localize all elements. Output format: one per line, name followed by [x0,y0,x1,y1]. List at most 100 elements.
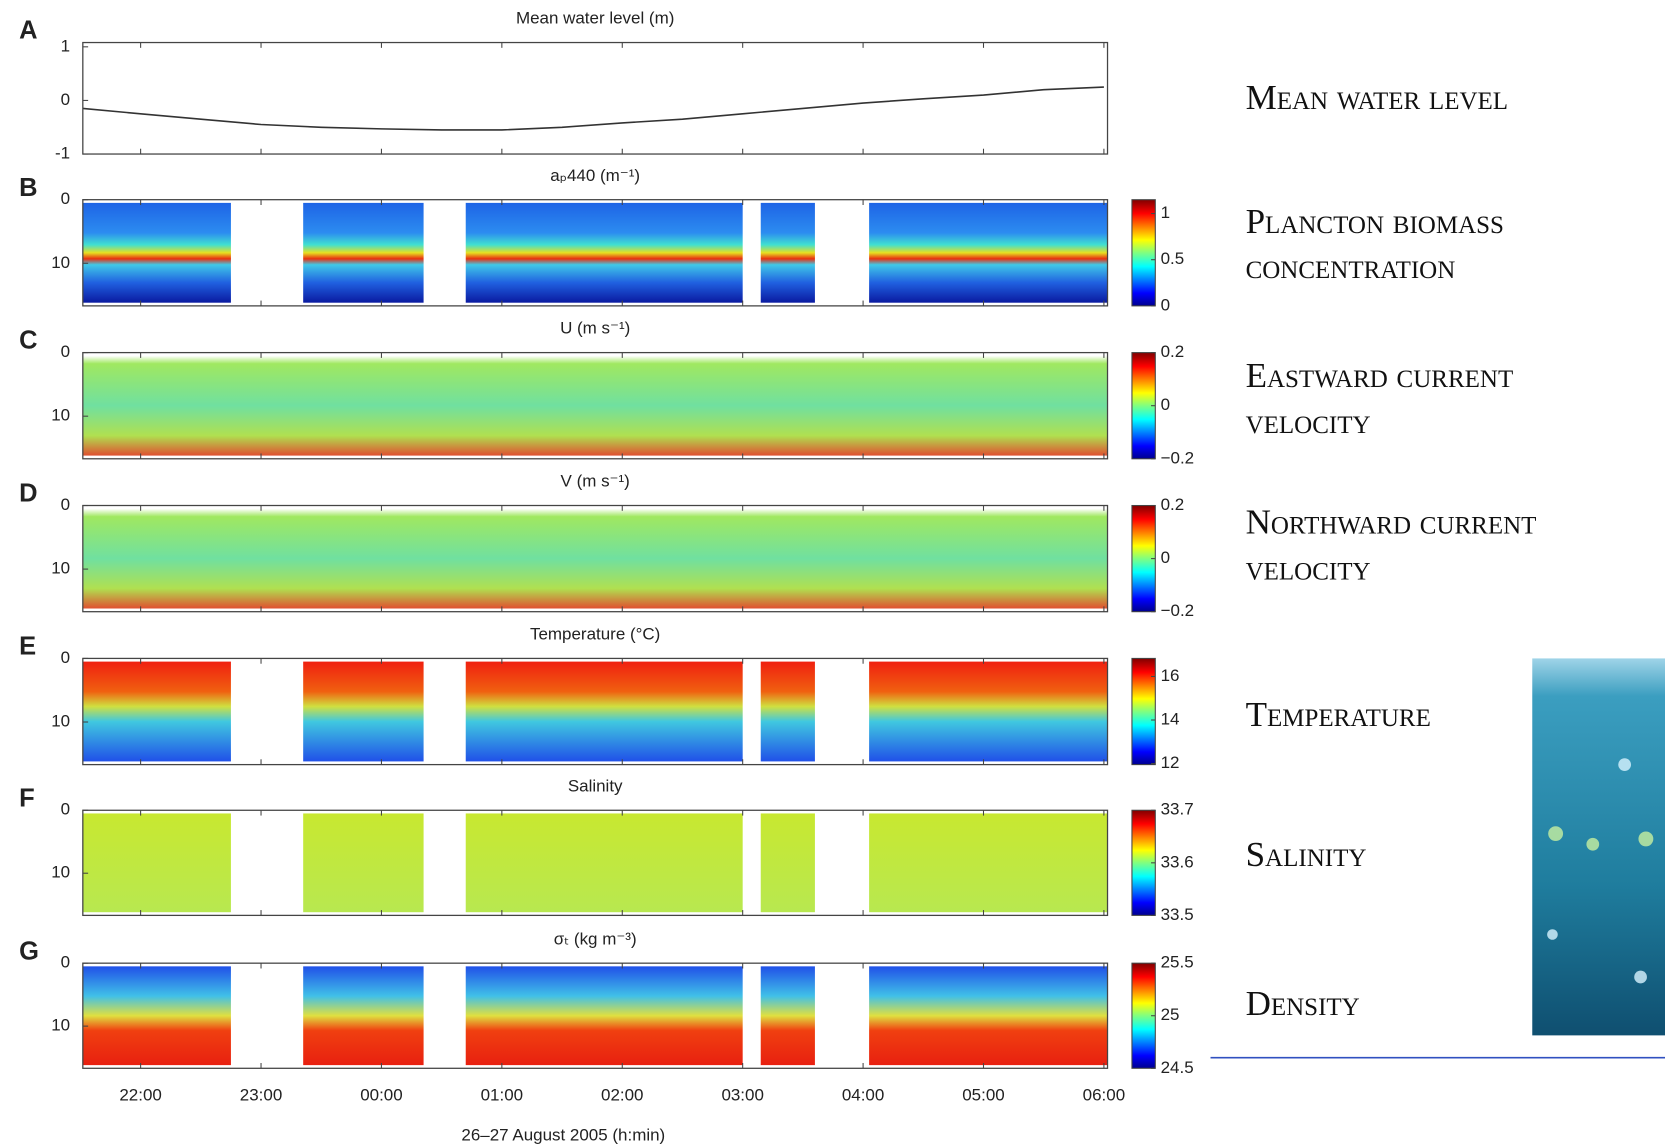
y-tick-label: 1 [61,36,70,55]
panel-label: F [19,784,35,812]
panel-label: B [19,174,37,202]
heatmap-segment [465,813,743,913]
x-tick-label: 23:00 [240,1085,282,1104]
y-tick-label: 0 [61,90,70,109]
colorbar-tick-label: 25.5 [1161,953,1194,972]
colorbar-tick-label: 33.6 [1161,852,1194,871]
colorbar-tick-label: 0.2 [1161,342,1185,361]
colorbar-tick-label: 0 [1161,548,1170,567]
heatmap-segment [82,355,1108,456]
heatmap-segment [82,508,1108,609]
heatmap-segment [465,966,743,1066]
y-tick-label: 0 [61,953,70,972]
photo [1532,658,1665,1036]
side-label: Plancton biomass [1246,202,1504,241]
colorbar-tick-label: 0 [1161,295,1170,314]
y-tick-label: 0 [61,495,70,514]
colorbar-tick-label: 16 [1161,666,1180,685]
colorbar [1131,199,1156,307]
heatmap-segment [303,661,424,762]
side-label: Density [1246,984,1360,1023]
colorbar-tick-label: 33.5 [1161,905,1194,924]
heatmap-segment [869,202,1108,303]
colorbar-tick-label: −0.2 [1161,601,1195,620]
axis-box [82,657,1109,766]
heatmap-segment [303,966,424,1066]
chart-title: Salinity [568,776,623,795]
x-tick-label: 06:00 [1083,1085,1125,1104]
panel-label: C [19,327,37,355]
y-tick-label: 0 [61,800,70,819]
side-label: velocity [1246,402,1371,441]
y-tick-label: 0 [61,189,70,208]
heatmap-segment [82,966,231,1066]
axis-box [82,504,1109,613]
colorbar-tick-label: 12 [1161,753,1180,772]
y-tick-label: 10 [51,1016,70,1035]
chart-title: Mean water level (m) [516,9,674,28]
y-tick-label: 10 [51,711,70,730]
chart-title: aₚ440 (m⁻¹) [550,166,640,185]
heatmap-segment [760,966,815,1066]
colorbar-tick-label: −0.2 [1161,448,1195,467]
x-tick-label: 22:00 [119,1085,161,1104]
side-label: Salinity [1246,835,1367,874]
y-tick-label: 0 [61,342,70,361]
x-tick-label: 03:00 [721,1085,763,1104]
y-tick-label: 10 [51,863,70,882]
heatmap-segment [869,661,1108,762]
panel-label: E [19,633,36,661]
x-tick-label: 01:00 [481,1085,523,1104]
axis-box [82,809,1109,917]
side-label: Temperature [1246,695,1431,734]
colorbar-tick-label: 24.5 [1161,1058,1194,1077]
chart-title: U (m s⁻¹) [560,319,630,338]
chart-title: V (m s⁻¹) [561,472,630,491]
x-tick-label: 00:00 [360,1085,402,1104]
heatmap-segment [760,661,815,762]
side-label: velocity [1246,548,1371,587]
colorbar-tick-label: 0.5 [1161,249,1185,268]
colorbar-tick-label: 33.7 [1161,800,1194,819]
side-label: concentration [1246,247,1456,286]
colorbar-tick-label: 0.2 [1161,495,1185,514]
panel-label: A [19,17,37,45]
colorbar [1131,657,1156,766]
axis-box [82,41,1109,155]
heatmap-segment [303,813,424,913]
heatmap-segment [760,813,815,913]
heatmap-segment [82,813,231,913]
y-tick-label: 10 [51,559,70,578]
axis-box [82,199,1109,307]
heatmap-segment [465,661,743,762]
heatmap-segment [303,202,424,303]
chart-title: σₜ (kg m⁻³) [554,929,637,948]
heatmap-segment [869,966,1108,1066]
heatmap-segment [465,202,743,303]
colorbar-tick-label: 0 [1161,395,1170,414]
side-label: Northward current [1246,503,1537,542]
chart-title: Temperature (°C) [530,625,660,644]
side-label: Mean water level [1246,78,1509,117]
colorbar-tick-label: 14 [1161,709,1180,728]
x-tick-label: 04:00 [842,1085,884,1104]
line [82,86,1104,131]
panel-label: G [19,937,39,965]
y-tick-label: 0 [61,648,70,667]
x-tick-label: 02:00 [601,1085,643,1104]
y-tick-label: -1 [55,144,70,163]
colorbar-tick-label: 1 [1161,203,1170,222]
x-tick-label: 05:00 [962,1085,1004,1104]
panel-label: D [19,480,37,508]
y-tick-label: 10 [51,406,70,425]
heatmap-segment [869,813,1108,913]
axis-box [82,351,1109,460]
y-tick-label: 10 [51,253,70,272]
heatmap-segment [760,202,815,303]
heatmap-segment [82,202,231,303]
side-label: Eastward current [1246,356,1514,395]
heatmap-segment [82,661,231,762]
x-axis-label: 26–27 August 2005 (h:min) [461,1126,665,1145]
axis-box [82,962,1109,1069]
